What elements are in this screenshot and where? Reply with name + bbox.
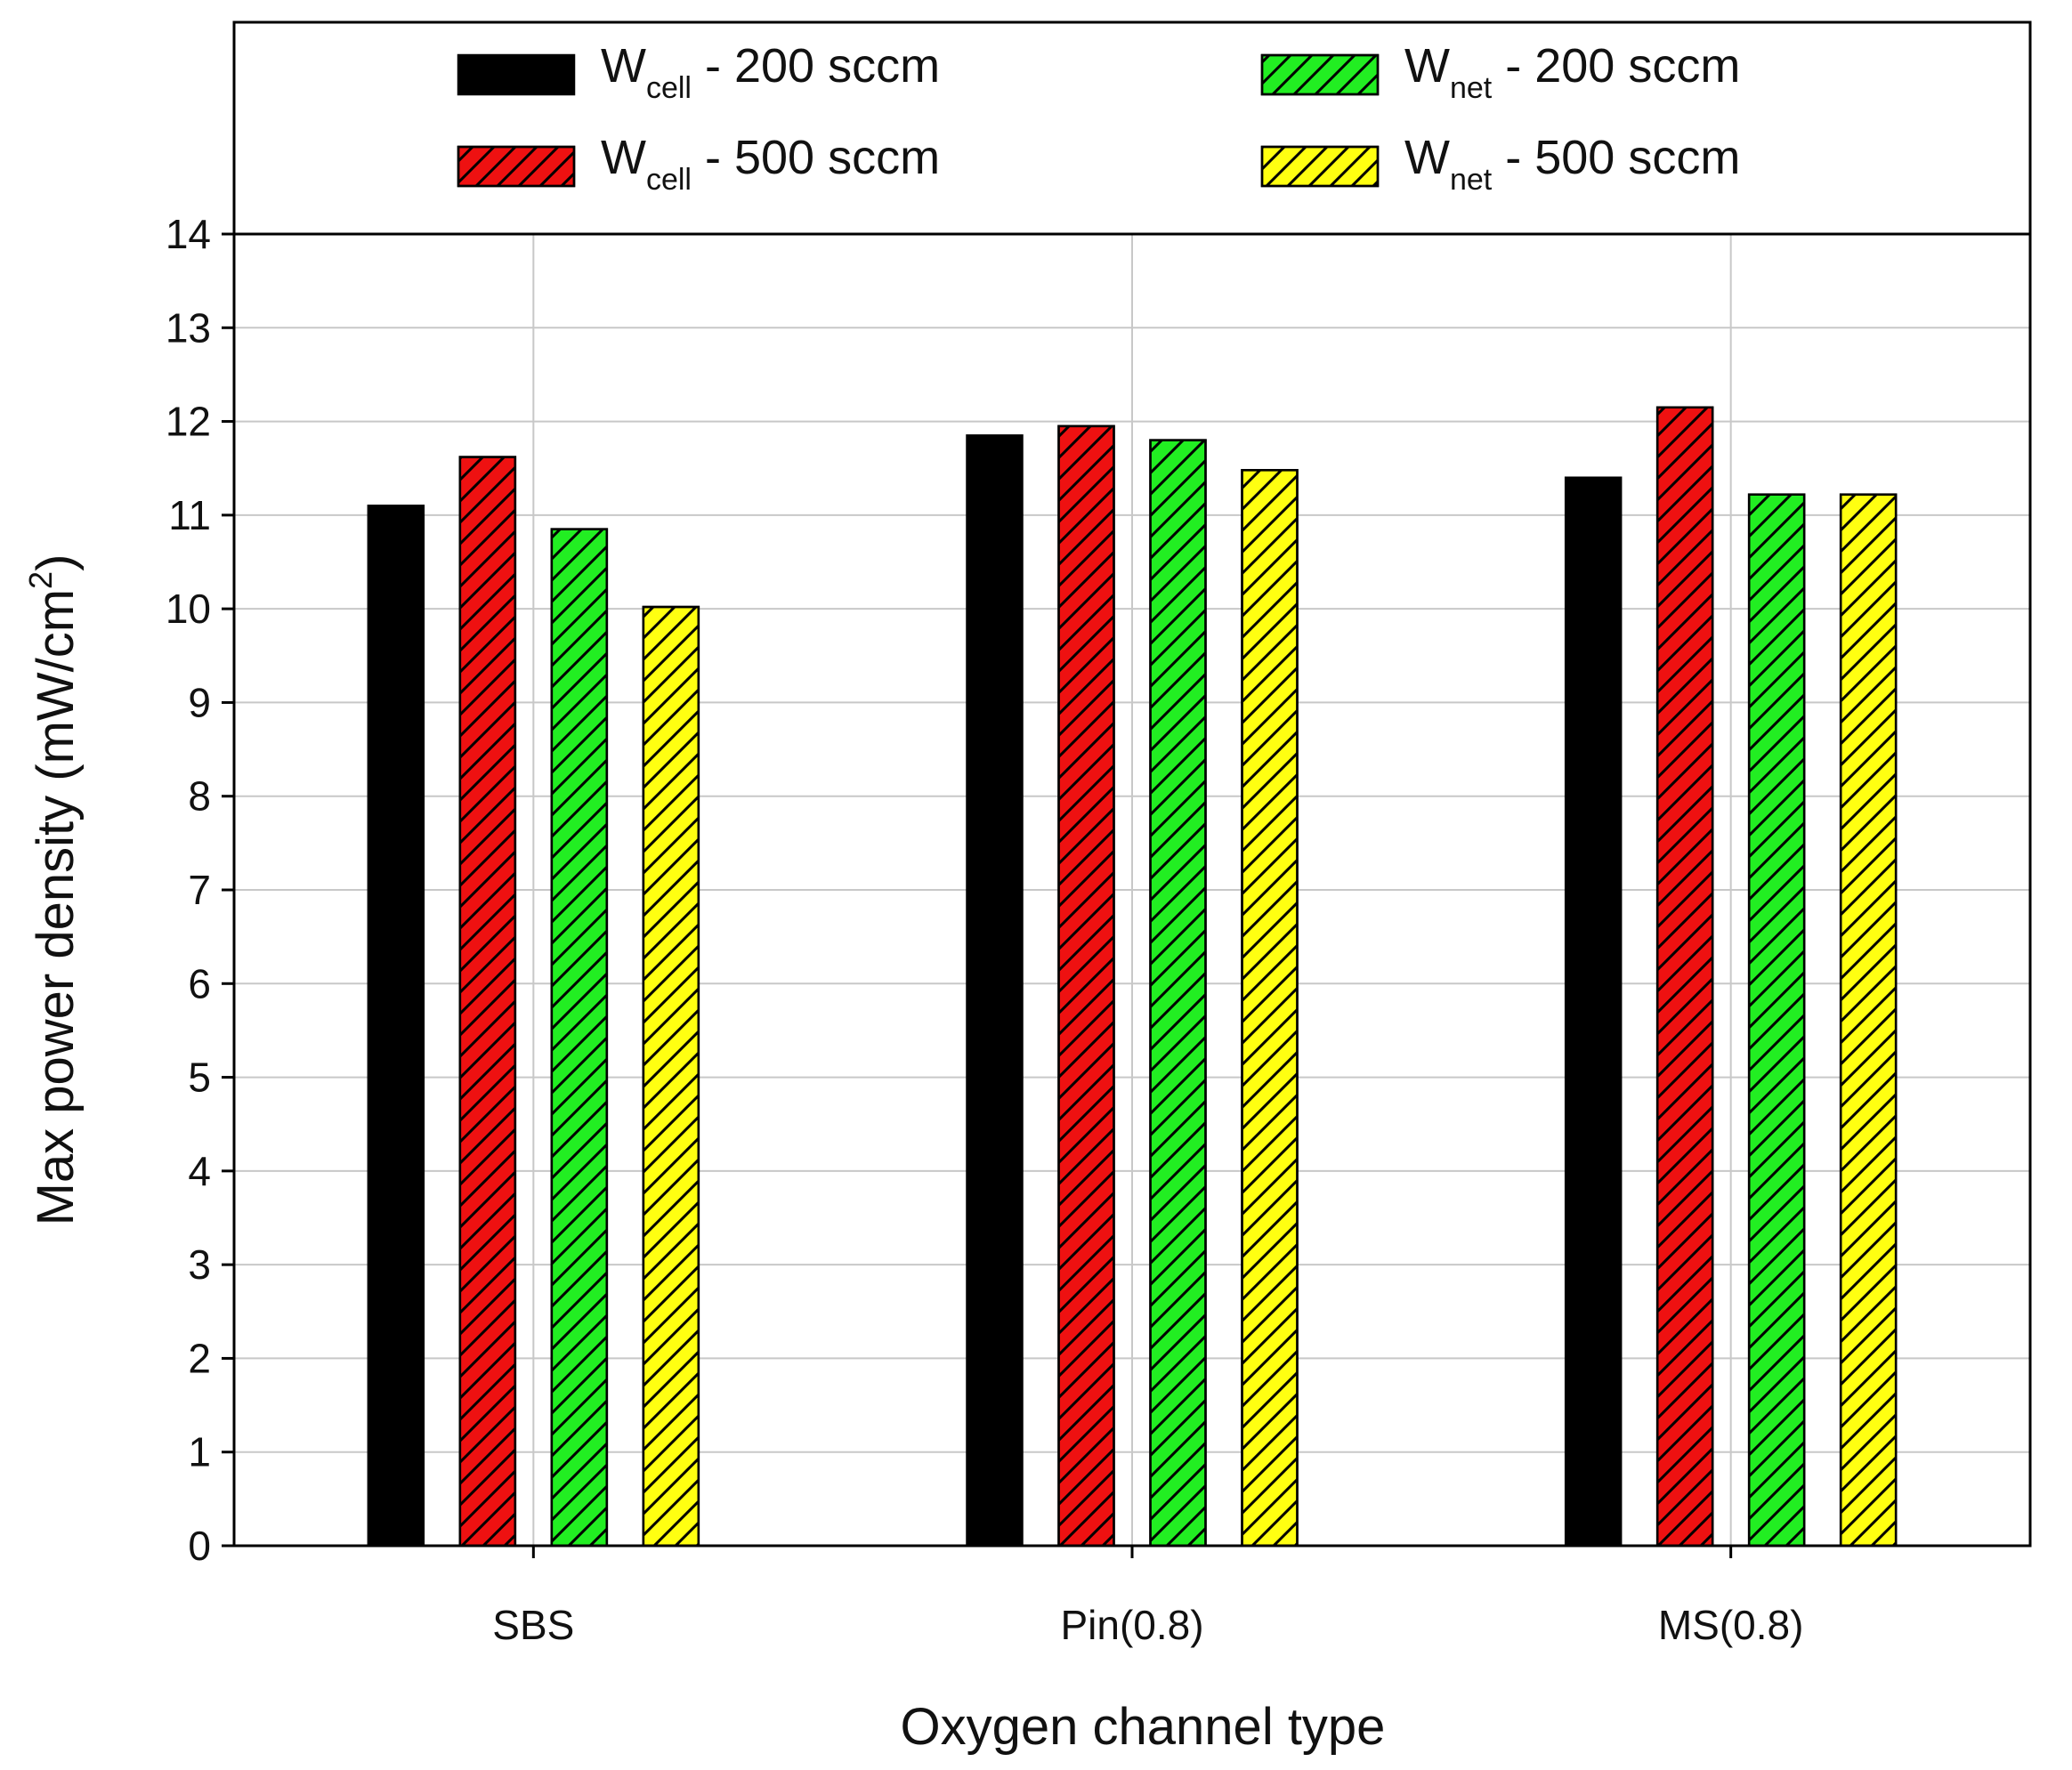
- bar-hatch: [1241, 469, 1299, 1548]
- y-tick-label: 11: [168, 492, 211, 538]
- bar: [966, 434, 1024, 1548]
- legend-label: Wnet - 200 sccm: [1404, 39, 1740, 105]
- x-tick-label: Pin(0.8): [1060, 1602, 1203, 1648]
- legend-label: Wnet - 500 sccm: [1404, 131, 1740, 197]
- y-tick-label: 3: [188, 1241, 211, 1288]
- bar-hatch: [458, 456, 517, 1548]
- bar-hatch: [1057, 424, 1115, 1548]
- x-axis: SBS Pin(0.8) MS(0.8): [492, 1546, 1803, 1648]
- y-tick-label: 4: [188, 1148, 211, 1194]
- legend-swatch-hatch: [1260, 145, 1380, 188]
- bar-hatch: [1747, 493, 1806, 1548]
- bar-hatch: [1839, 493, 1898, 1548]
- bar: [1564, 476, 1623, 1548]
- legend-label: Wcell - 200 sccm: [601, 39, 940, 105]
- bar-hatch: [642, 605, 700, 1548]
- legend-swatch-hatch: [1260, 53, 1380, 96]
- y-axis-title-end: ): [27, 554, 85, 571]
- y-tick-label: 8: [188, 773, 211, 820]
- bar-hatch: [1149, 439, 1207, 1548]
- legend-swatch-hatch: [457, 145, 576, 188]
- y-tick-label: 5: [188, 1055, 211, 1101]
- y-axis-title-sup: 2: [22, 571, 59, 589]
- y-tick-label: 12: [166, 399, 211, 445]
- y-tick-label: 7: [188, 867, 211, 913]
- grid: [234, 234, 2030, 1546]
- legend-swatch: [457, 53, 576, 96]
- x-tick-label: MS(0.8): [1658, 1602, 1804, 1648]
- bar-hatch: [1655, 406, 1714, 1548]
- x-tick-label: SBS: [492, 1602, 574, 1648]
- y-tick-label: 14: [166, 211, 211, 257]
- y-tick-label: 2: [188, 1335, 211, 1381]
- y-axis-title-main: Max power density (mW/cm: [27, 589, 85, 1225]
- bar-hatch: [550, 528, 609, 1548]
- y-tick-label: 13: [166, 304, 211, 351]
- y-axis-title: Max power density (mW/cm2): [22, 554, 85, 1226]
- legend: Wcell - 200 sccm Wcell - 500 sccm Wnet - 2…: [457, 39, 1740, 197]
- y-tick-label: 1: [188, 1429, 211, 1475]
- legend-box: [232, 20, 2032, 236]
- y-tick-label: 6: [188, 960, 211, 1006]
- bars: [367, 406, 1898, 1548]
- legend-label: Wcell - 500 sccm: [601, 131, 940, 197]
- bar: [367, 505, 425, 1548]
- y-tick-label: 0: [188, 1523, 211, 1569]
- y-tick-label: 10: [166, 586, 211, 632]
- y-tick-label: 9: [188, 679, 211, 725]
- x-axis-title: Oxygen channel type: [901, 1698, 1386, 1756]
